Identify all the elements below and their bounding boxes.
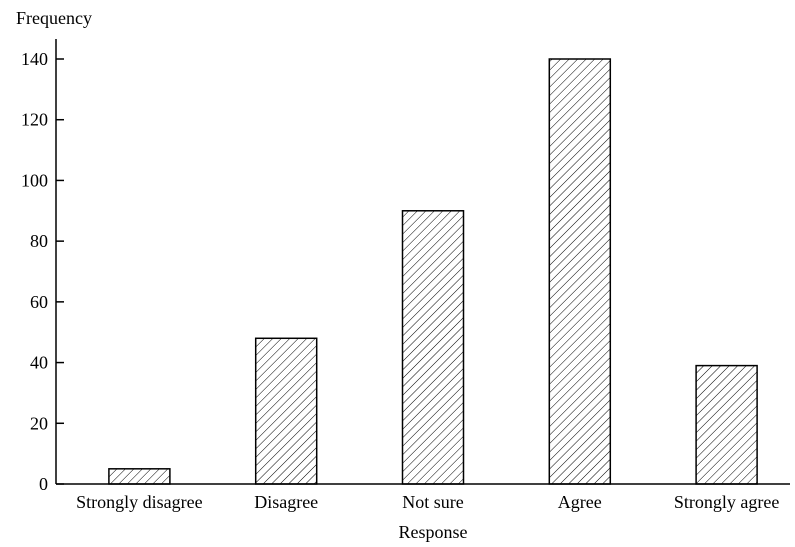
- y-tick-label: 100: [21, 170, 48, 190]
- x-tick-label: Agree: [558, 492, 602, 512]
- bar-disagree: [254, 337, 318, 485]
- y-axis-ticks: 0 20 40 60 80 100 120 140: [21, 49, 64, 494]
- y-tick-label: 60: [30, 292, 48, 312]
- x-axis-label: Response: [399, 522, 468, 542]
- x-tick-label: Disagree: [254, 492, 318, 512]
- y-tick-label: 140: [21, 49, 48, 69]
- y-tick-label: 80: [30, 231, 48, 251]
- x-tick-label: Not sure: [402, 492, 464, 512]
- bars: [108, 58, 758, 485]
- bar-strongly-disagree: [108, 468, 171, 485]
- x-axis-ticks: Strongly disagree Disagree Not sure Agree St…: [76, 492, 779, 512]
- y-tick-label: 120: [21, 110, 48, 130]
- x-tick-label: Strongly disagree: [76, 492, 202, 512]
- y-tick-label: 20: [30, 413, 48, 433]
- y-tick-label: 40: [30, 353, 48, 373]
- x-tick-label: Strongly agree: [674, 492, 779, 512]
- bar-not-sure: [401, 210, 465, 485]
- y-axis-label: Frequency: [16, 8, 92, 28]
- y-tick-label: 0: [39, 474, 48, 494]
- bar-agree: [548, 58, 612, 485]
- bar-strongly-agree: [695, 364, 758, 485]
